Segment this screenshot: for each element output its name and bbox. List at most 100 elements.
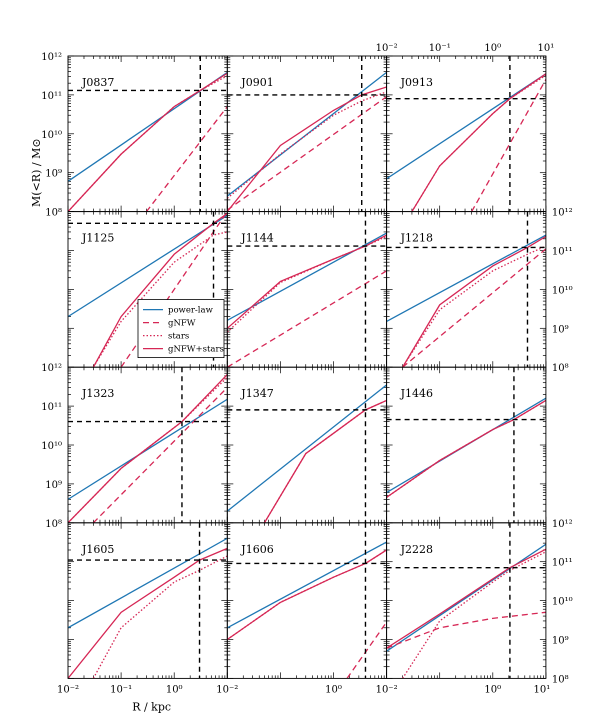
series-stars — [68, 75, 228, 212]
panel-label: J0901 — [240, 76, 273, 89]
panel-grid: J0837 J0901 J0913 J1125 J1144 J1218 J1323 J1347… — [67, 55, 547, 679]
series-gnfw-stars — [386, 548, 546, 649]
y-tick-label: 10¹⁰ — [552, 285, 573, 296]
legend: power-law gNFW stars gNFW+stars — [137, 299, 225, 359]
series-stars — [263, 399, 387, 523]
axis-labels: 10¹² 10¹¹ 10¹⁰ 10⁹ 10⁸ 10¹² 10¹¹ 10¹⁰ 10… — [30, 43, 573, 713]
x-tick-label: 10⁻² — [57, 684, 79, 695]
y-tick-label: 10¹¹ — [552, 247, 573, 258]
panel-label: J1347 — [240, 387, 273, 400]
y-tick-label: 10⁹ — [552, 324, 569, 335]
series-stars — [92, 231, 228, 368]
series-gnfw — [145, 106, 228, 212]
y-tick-label: 10⁹ — [45, 480, 62, 491]
axis-ticks — [67, 366, 228, 524]
axis-ticks — [386, 522, 547, 679]
panel-label: J1144 — [240, 232, 273, 245]
y-tick-label: 10¹⁰ — [41, 441, 62, 452]
series-gnfw-stars — [263, 399, 387, 523]
panel-j1446: J1446 — [386, 366, 547, 524]
y-tick-label: 10¹² — [552, 208, 573, 219]
series-gnfw-stars — [68, 547, 228, 679]
x-axis-title: R / kpc — [132, 700, 171, 713]
series-group — [227, 56, 387, 212]
x-tick-label: 10⁻² — [216, 684, 238, 695]
series-power-law — [386, 234, 546, 323]
series-power-law — [386, 73, 546, 180]
y-tick-label: 10¹¹ — [41, 402, 62, 413]
y-tick-label: 10⁸ — [552, 674, 569, 685]
x-tick-label: 10⁰ — [484, 43, 501, 54]
axis-ticks — [226, 211, 387, 368]
panel-label: J1218 — [400, 232, 433, 245]
y-tick-label: 10¹² — [41, 52, 62, 63]
series-gnfw-stars — [227, 549, 387, 641]
panel-frame — [386, 522, 547, 679]
x-tick-label: 10⁻¹ — [429, 43, 451, 54]
axis-ticks — [67, 522, 228, 679]
series-group — [386, 522, 546, 679]
y-tick-label: 10¹¹ — [552, 558, 573, 569]
series-group — [68, 367, 228, 523]
x-tick-label: 10⁻² — [376, 43, 398, 54]
panel-j0837: J0837 — [67, 55, 228, 213]
series-group — [227, 211, 387, 368]
series-group — [386, 367, 546, 523]
panel-label: J1446 — [400, 387, 433, 400]
panel-j1218: J1218 — [386, 211, 547, 368]
series-power-law — [68, 537, 228, 629]
series-power-law — [227, 384, 387, 512]
y-tick-label: 10⁸ — [552, 363, 569, 374]
y-tick-label: 10¹² — [41, 363, 62, 374]
panel-label: J1125 — [81, 232, 114, 245]
panel-j1347: J1347 — [226, 366, 388, 524]
series-stars — [411, 74, 546, 212]
series-gnfw — [471, 79, 546, 212]
series-gnfw — [402, 248, 546, 368]
series-gnfw — [386, 611, 546, 649]
axis-ticks — [226, 55, 387, 212]
x-tick-label: 10⁰ — [325, 684, 342, 695]
panel-j1605: J1605 — [67, 522, 228, 679]
legend-label: gNFW+stars — [168, 345, 224, 355]
series-gnfw-stars — [68, 72, 228, 212]
panel-j1323: J1323 — [67, 366, 228, 524]
series-stars — [402, 245, 546, 368]
series-gnfw — [227, 270, 387, 368]
series-stars — [92, 555, 228, 679]
x-tick-label: 10⁻² — [376, 684, 398, 695]
series-group — [386, 56, 546, 212]
y-axis-title: M(<R) / M⊙ — [30, 138, 43, 207]
series-gnfw-stars — [386, 399, 546, 498]
series-stars — [402, 551, 546, 679]
y-tick-label: 10¹² — [552, 519, 573, 530]
series-power-law — [227, 541, 387, 629]
x-tick-label: 10⁰ — [166, 684, 183, 695]
x-tick-label: 10⁻¹ — [110, 684, 132, 695]
series-group — [227, 522, 387, 679]
panel-j0913: J0913 — [386, 55, 547, 213]
y-tick-label: 10⁹ — [45, 169, 62, 180]
series-gnfw-stars — [68, 374, 228, 523]
panel-j0901: J0901 — [226, 55, 388, 213]
series-stars — [227, 91, 387, 199]
y-tick-label: 10¹⁰ — [41, 130, 62, 141]
y-tick-label: 10⁸ — [45, 519, 62, 530]
series-group — [227, 367, 387, 523]
x-tick-label: 10¹ — [534, 684, 551, 695]
series-gnfw-stars — [411, 73, 546, 212]
series-power-law — [68, 214, 228, 318]
y-tick-label: 10¹⁰ — [552, 597, 573, 608]
series-gnfw — [92, 387, 228, 523]
axis-ticks — [67, 55, 228, 212]
panel-label: J1323 — [81, 387, 114, 400]
series-gnfw-stars — [227, 86, 387, 212]
axis-ticks — [226, 522, 387, 679]
panel-j1144: J1144 — [226, 211, 388, 368]
y-tick-label: 10¹¹ — [41, 91, 62, 102]
series-gnfw-stars — [92, 212, 228, 368]
series-group — [386, 211, 546, 368]
series-group — [68, 522, 228, 679]
x-tick-label: 10⁰ — [484, 684, 501, 695]
y-tick-label: 10⁸ — [45, 208, 62, 219]
